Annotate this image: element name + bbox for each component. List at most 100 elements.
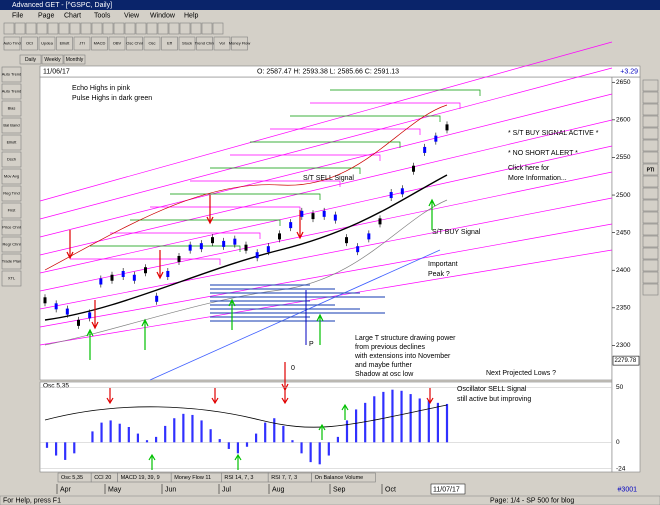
menu-item[interactable]: File	[12, 12, 23, 19]
toolbar-icon[interactable]	[36, 22, 48, 35]
period-tab[interactable]	[41, 54, 64, 65]
indicator-tab-label: Osc 5,35	[61, 475, 83, 481]
right-tool[interactable]	[642, 187, 659, 200]
toolbar-label: OCI	[26, 41, 33, 46]
right-tool[interactable]	[642, 151, 659, 164]
menu-item[interactable]: Help	[184, 12, 199, 19]
toolbar-icon[interactable]	[157, 22, 169, 35]
toolbar-button[interactable]	[231, 36, 248, 51]
left-tool-label: Reg Trnd	[3, 191, 19, 196]
left-tool[interactable]	[1, 100, 22, 117]
indicator-tab-label: RSI 14, 7, 3	[224, 475, 253, 481]
toolbar-icon[interactable]	[179, 22, 191, 35]
left-tool[interactable]	[1, 236, 22, 253]
toolbar-icon[interactable]	[91, 22, 103, 35]
left-tool[interactable]	[1, 202, 22, 219]
toolbar-button[interactable]	[21, 36, 38, 51]
left-tool[interactable]	[1, 83, 22, 100]
toolbar-icon[interactable]	[3, 22, 15, 35]
right-tool[interactable]	[642, 175, 659, 188]
right-tool[interactable]	[642, 283, 659, 296]
toolbar-icon[interactable]	[69, 22, 81, 35]
last-price-box	[612, 355, 640, 366]
toolbar-icon[interactable]	[14, 22, 26, 35]
annotation[interactable]: More Information...	[508, 175, 567, 182]
right-tool[interactable]	[642, 247, 659, 260]
month-label: Sep	[333, 486, 346, 493]
candle	[155, 295, 159, 302]
y-tick-label: 2500	[616, 192, 631, 199]
left-tool[interactable]	[1, 219, 22, 236]
toolbar-button[interactable]	[213, 36, 231, 51]
period-tab[interactable]	[19, 54, 42, 65]
menu-item[interactable]: Page	[38, 12, 54, 19]
annotation[interactable]: Click here for	[508, 165, 550, 172]
toolbar-button[interactable]	[143, 36, 161, 51]
toolbar-icon[interactable]	[124, 22, 136, 35]
candle	[99, 278, 103, 285]
right-tool[interactable]	[642, 163, 659, 176]
pulse-arrow	[170, 193, 321, 200]
month-label: Aug	[272, 486, 285, 493]
toolbar-icon[interactable]	[47, 22, 59, 35]
left-tool[interactable]	[1, 66, 22, 83]
toolbar-button[interactable]	[178, 36, 196, 51]
toolbar-button[interactable]	[73, 36, 91, 51]
indicator-tab[interactable]	[311, 472, 376, 483]
candle	[289, 222, 293, 229]
candle	[255, 252, 259, 259]
left-tool[interactable]	[1, 151, 22, 168]
left-tool[interactable]	[1, 117, 22, 134]
toolbar-icon[interactable]	[168, 22, 180, 35]
candle	[233, 238, 237, 245]
right-tool[interactable]	[642, 91, 659, 104]
toolbar-button[interactable]	[161, 36, 178, 51]
menu-item[interactable]: Window	[150, 12, 176, 19]
osc-sell-arrow	[426, 388, 434, 405]
left-tool[interactable]	[1, 168, 22, 185]
toolbar-icon[interactable]	[25, 22, 37, 35]
right-tool[interactable]	[642, 127, 659, 140]
buy-arrow	[141, 318, 149, 350]
toolbar-icon[interactable]	[102, 22, 114, 35]
menu-item[interactable]: Tools	[94, 12, 111, 19]
annotation: S/T SELL Signal	[303, 175, 354, 182]
right-tool[interactable]	[642, 115, 659, 128]
right-tool[interactable]	[642, 259, 659, 272]
toolbar-icon[interactable]	[146, 22, 158, 35]
toolbar-button[interactable]	[196, 36, 213, 51]
toolbar-button[interactable]	[38, 36, 56, 51]
right-tool[interactable]	[642, 271, 659, 284]
menu-item[interactable]: View	[124, 12, 140, 19]
sell-arrow	[91, 300, 99, 330]
right-tool[interactable]	[642, 235, 659, 248]
left-tool[interactable]	[1, 134, 22, 151]
left-tool[interactable]	[1, 253, 22, 270]
toolbar-icon[interactable]	[113, 22, 125, 35]
toolbar-button[interactable]	[108, 36, 126, 51]
right-tool[interactable]	[642, 211, 659, 224]
toolbar-icon[interactable]	[58, 22, 70, 35]
echo-line	[39, 197, 613, 310]
toolbar-icon[interactable]	[135, 22, 147, 35]
toolbar-icon[interactable]	[201, 22, 213, 35]
toolbar-button[interactable]	[3, 36, 21, 51]
annotation: from previous declines	[355, 344, 426, 351]
toolbar-icon[interactable]	[80, 22, 92, 35]
toolbar-icon[interactable]	[190, 22, 202, 35]
right-tool[interactable]	[642, 223, 659, 236]
period-tab[interactable]	[63, 54, 86, 65]
menu-item[interactable]: Chart	[64, 12, 81, 19]
left-tool[interactable]	[1, 185, 22, 202]
toolbar-icon[interactable]	[212, 22, 224, 35]
toolbar-button[interactable]	[91, 36, 108, 51]
toolbar-button[interactable]	[56, 36, 73, 51]
toolbar-button[interactable]	[126, 36, 143, 51]
pulse-arrow	[310, 102, 461, 109]
right-tool[interactable]	[642, 139, 659, 152]
left-tool[interactable]	[1, 270, 22, 287]
right-tool[interactable]	[642, 79, 659, 92]
echo-line	[39, 67, 613, 220]
right-tool[interactable]	[642, 199, 659, 212]
right-tool[interactable]	[642, 103, 659, 116]
